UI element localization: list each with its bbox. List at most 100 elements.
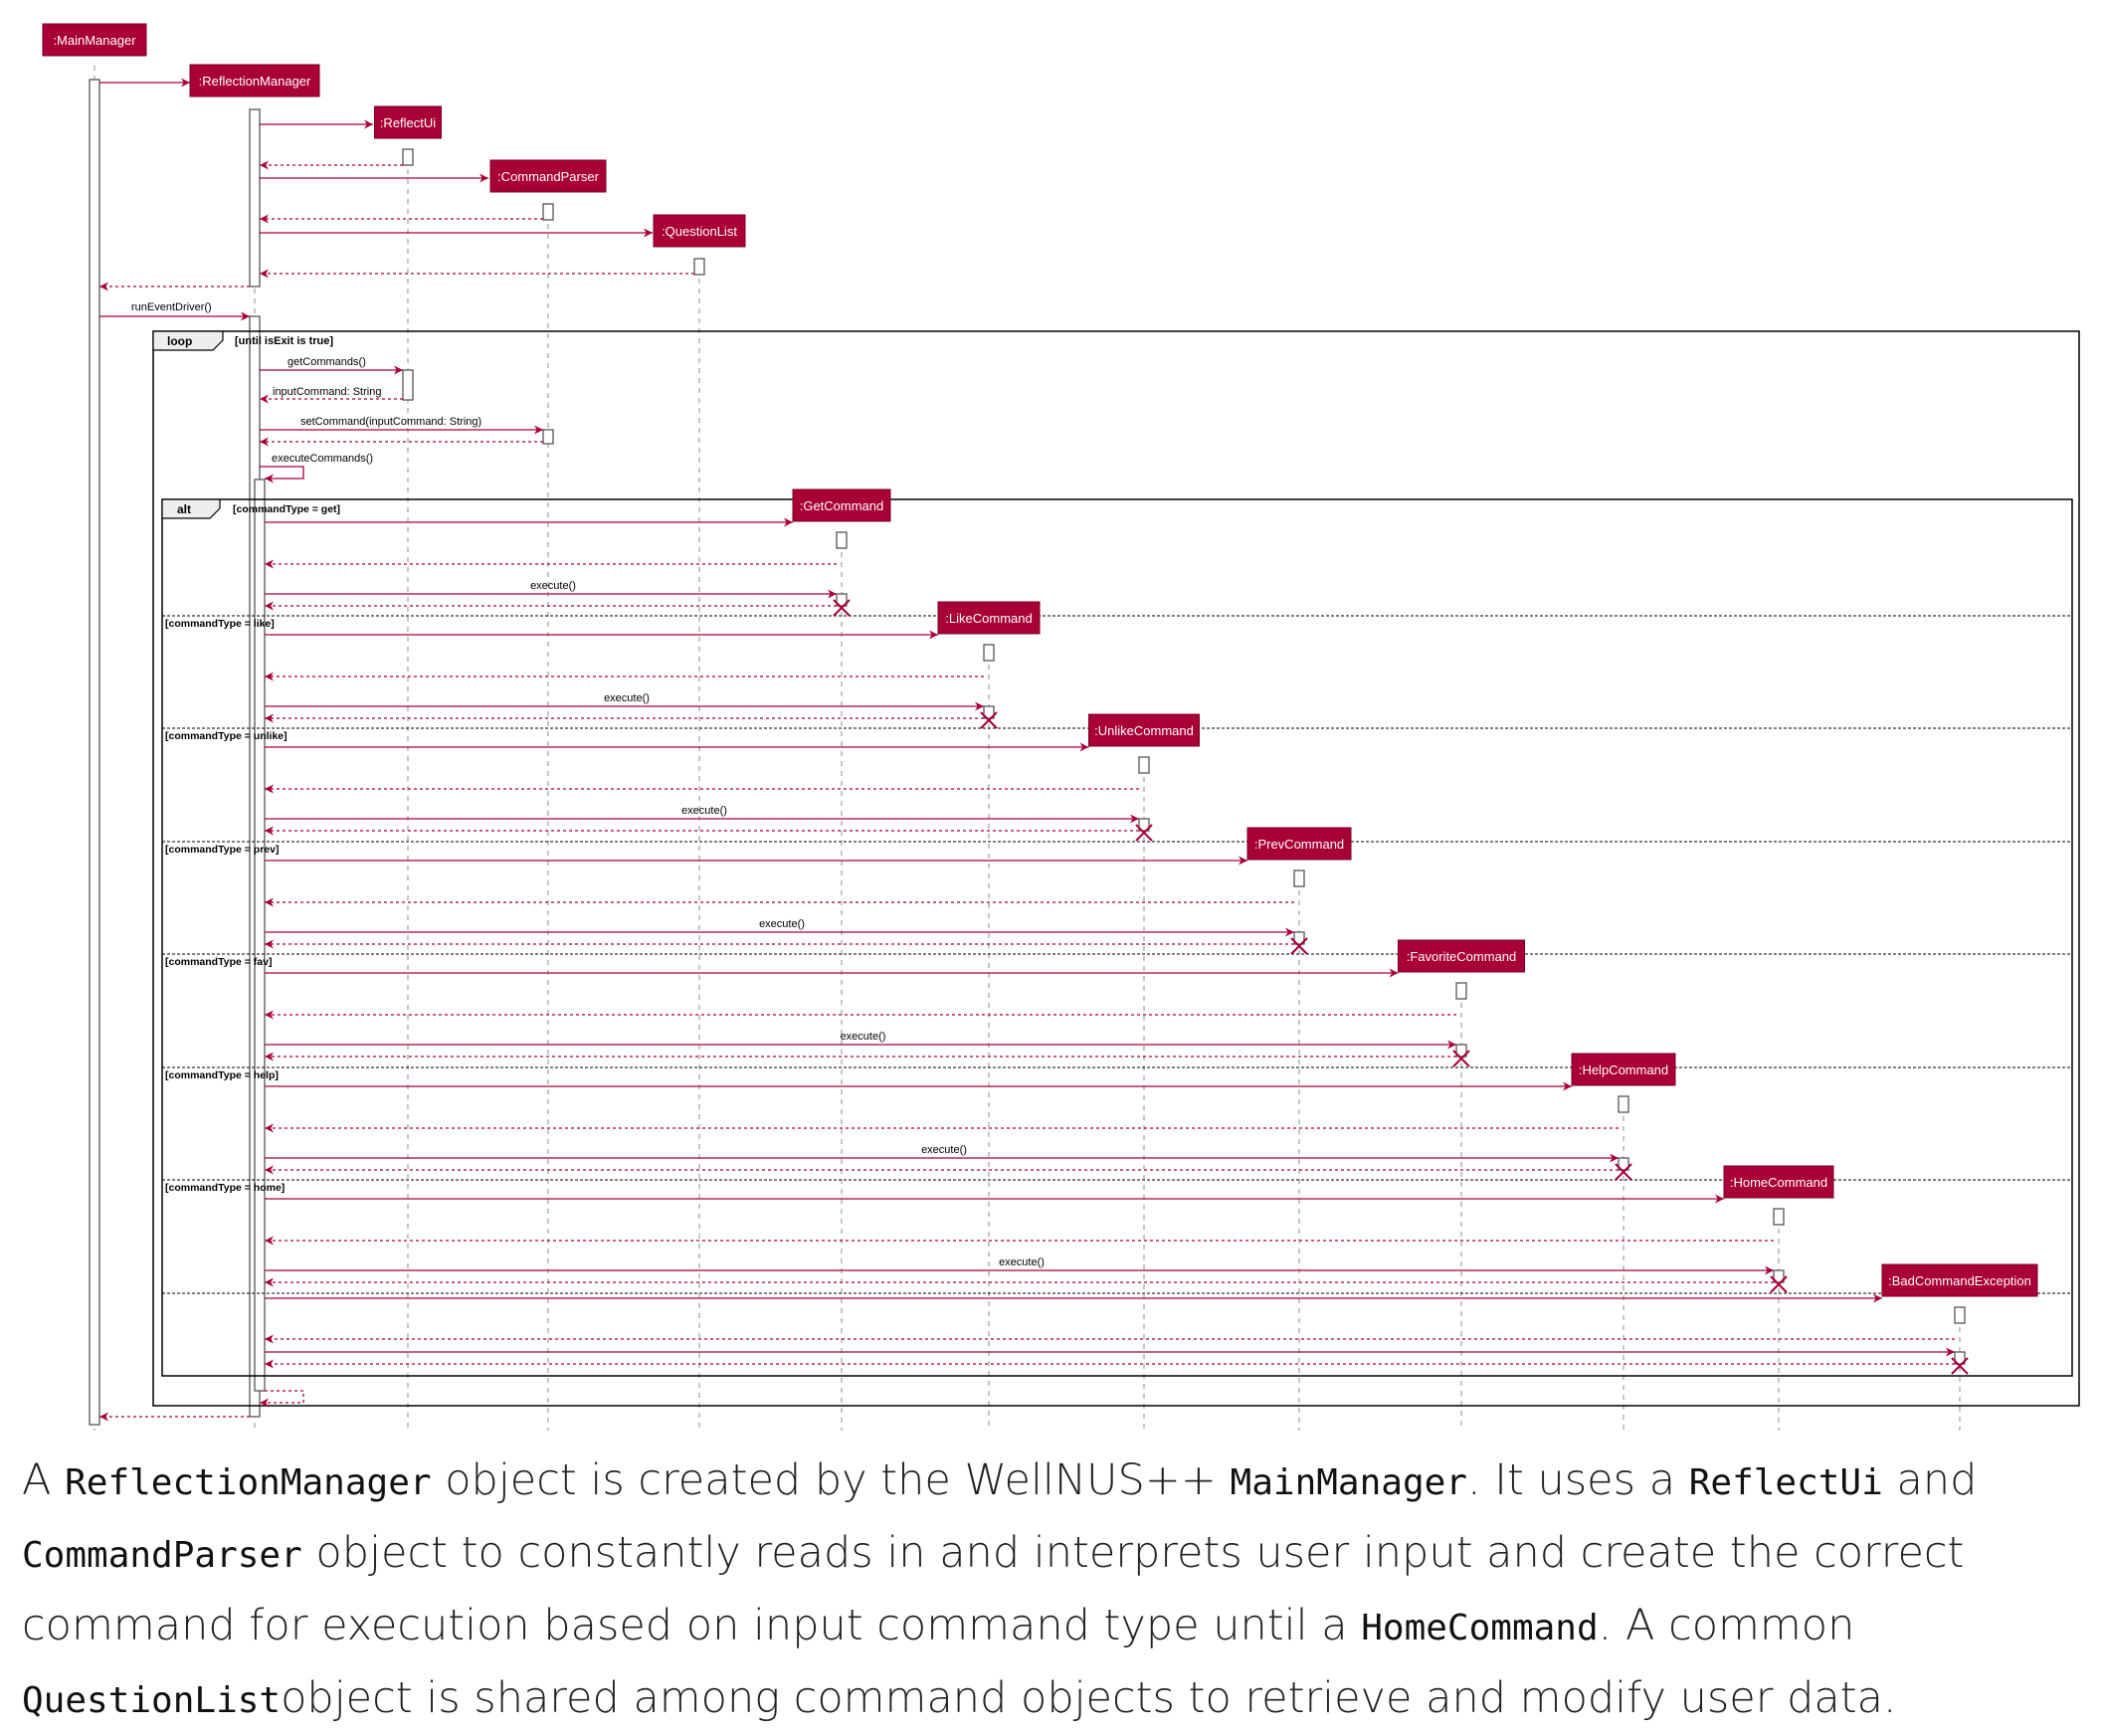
participant-box [189, 64, 320, 97]
execute-pc-label: execute() [759, 918, 805, 930]
input-command-label: inputCommand: String [273, 386, 381, 398]
alt-guard-like: [commandType = like] [165, 618, 275, 630]
caption-code: ReflectUi [1688, 1462, 1883, 1503]
alt-guard-home: [commandType = home] [165, 1182, 285, 1194]
activation-main-manager [89, 79, 100, 1426]
execute-commands-label: executeCommands() [272, 453, 373, 465]
participant-box [1398, 939, 1525, 973]
participant-label: :PrevCommand [1254, 837, 1344, 852]
participant-box [792, 488, 891, 522]
participant-lc: :LikeCommand [937, 601, 1041, 635]
participant-label: :HelpCommand [1579, 1062, 1668, 1077]
destroy-ho-marker [1770, 1275, 1788, 1293]
loop-guard: [until isExit is true] [235, 335, 333, 347]
caption-code: QuestionList [22, 1680, 282, 1721]
participant-cp: :CommandParser [489, 159, 607, 193]
message-labels: runEventDriver() getCommands() inputComm… [131, 301, 481, 465]
participant-box [374, 105, 442, 139]
participant-label: :ReflectionManager [199, 74, 311, 89]
activation-fc-init [1455, 982, 1467, 1000]
participant-gc: :GetCommand [792, 488, 891, 522]
activation-fc-execute [1455, 1044, 1467, 1058]
participant-label: :QuestionList [662, 224, 737, 239]
caption-code: HomeCommand [1361, 1608, 1599, 1648]
execute-commands-self-arrow [260, 466, 304, 483]
participant-box [937, 601, 1041, 635]
destroy-hc-marker [1615, 1163, 1632, 1181]
alt-tag: alt [177, 502, 191, 516]
activation-reflection-manager-execute [254, 479, 266, 1392]
participant-label: :GetCommand [800, 498, 884, 513]
description-paragraph: A ReflectionManager object is created by… [22, 1446, 2081, 1736]
participant-label: :LikeCommand [945, 611, 1032, 626]
participant-label: :UnlikeCommand [1094, 723, 1194, 738]
caption-text: and [1882, 1455, 1978, 1505]
participant-fc: :FavoriteCommand [1398, 939, 1525, 973]
participant-rm: :ReflectionManager [189, 64, 320, 97]
alt-guard-fav: [commandType = fav] [165, 956, 272, 968]
participant-pc: :PrevCommand [1246, 827, 1352, 861]
run-event-driver-label: runEventDriver() [131, 301, 212, 313]
activation-bars [89, 79, 705, 1426]
participant-mm: :MainManager [42, 23, 147, 57]
activation-gc-execute [836, 593, 848, 607]
participant-ru: :ReflectUi [374, 105, 442, 139]
caption-code: CommandParser [22, 1535, 302, 1576]
participant-label: :HomeCommand [1730, 1175, 1827, 1190]
execute-lc-label: execute() [604, 692, 650, 704]
activation-gc-init [836, 531, 848, 549]
caption-text: object to constantly reads in and interp… [22, 1528, 1965, 1650]
participant-heads: :MainManager :ReflectionManager :ReflectUi… [42, 23, 2038, 1297]
destroy-gc-marker [833, 599, 851, 617]
participant-box [1571, 1053, 1676, 1086]
execute-fc-label: execute() [841, 1031, 886, 1043]
alt-branches: execute() execute() execute() execute() exec… [265, 517, 1969, 1375]
destroy-lc-marker [980, 711, 998, 729]
participant-box [489, 159, 607, 193]
caption-text: object is created by the WellNUS++ [431, 1455, 1231, 1505]
activation-command-parser-init [542, 203, 554, 221]
caption-code: MainManager [1230, 1462, 1467, 1503]
activation-uc-execute [1138, 818, 1150, 832]
caption-text: . A common [1598, 1601, 1855, 1650]
participant-box [1088, 713, 1200, 747]
participant-ql: :QuestionList [653, 214, 746, 248]
activation-lc-init [983, 644, 995, 662]
participant-uc: :UnlikeCommand [1088, 713, 1200, 747]
participant-ho: :HomeCommand [1723, 1165, 1834, 1199]
self-return-arrow [260, 1390, 304, 1408]
alt-guard-unlike: [commandType = unlike] [165, 730, 287, 742]
participant-label: :MainManager [53, 33, 136, 48]
messages [99, 78, 694, 1422]
activation-be-init [1954, 1306, 1966, 1324]
participant-box [1246, 827, 1352, 861]
caption-text: A [22, 1455, 66, 1505]
caption-text: object is shared among command objects t… [281, 1673, 1897, 1723]
participant-label: :BadCommandException [1888, 1273, 2031, 1288]
activation-reflect-ui-get [402, 369, 414, 401]
activation-be-throw [1954, 1351, 1966, 1365]
activation-pc-execute [1293, 931, 1305, 945]
caption-code: ReflectionManager [65, 1462, 432, 1503]
alt-guard-help: [commandType = help] [165, 1069, 279, 1081]
participant-box [1881, 1263, 2038, 1297]
execute-hc-label: execute() [921, 1144, 967, 1156]
participant-hc: :HelpCommand [1571, 1053, 1676, 1086]
activation-pc-init [1293, 869, 1305, 887]
activation-question-list [693, 258, 705, 276]
execute-uc-label: execute() [681, 805, 727, 817]
destroy-be-marker [1951, 1357, 1969, 1375]
execute-gc-label: execute() [530, 580, 576, 592]
sequence-diagram: loop [until isExit is true] alt [command… [42, 23, 2080, 1431]
destroy-pc-marker [1290, 937, 1308, 955]
destroy-uc-marker [1135, 824, 1153, 842]
activation-ho-execute [1773, 1269, 1785, 1283]
loop-frame: loop [until isExit is true] [152, 330, 2080, 1407]
activation-lc-execute [983, 705, 995, 719]
activation-hc-init [1618, 1095, 1629, 1113]
participant-label: :FavoriteCommand [1407, 949, 1517, 964]
alt-guard-prev: [commandType = prev] [165, 844, 279, 856]
participant-be: :BadCommandException [1881, 1263, 2038, 1297]
caption-text: . It uses a [1466, 1455, 1689, 1505]
participant-box [1723, 1165, 1834, 1199]
